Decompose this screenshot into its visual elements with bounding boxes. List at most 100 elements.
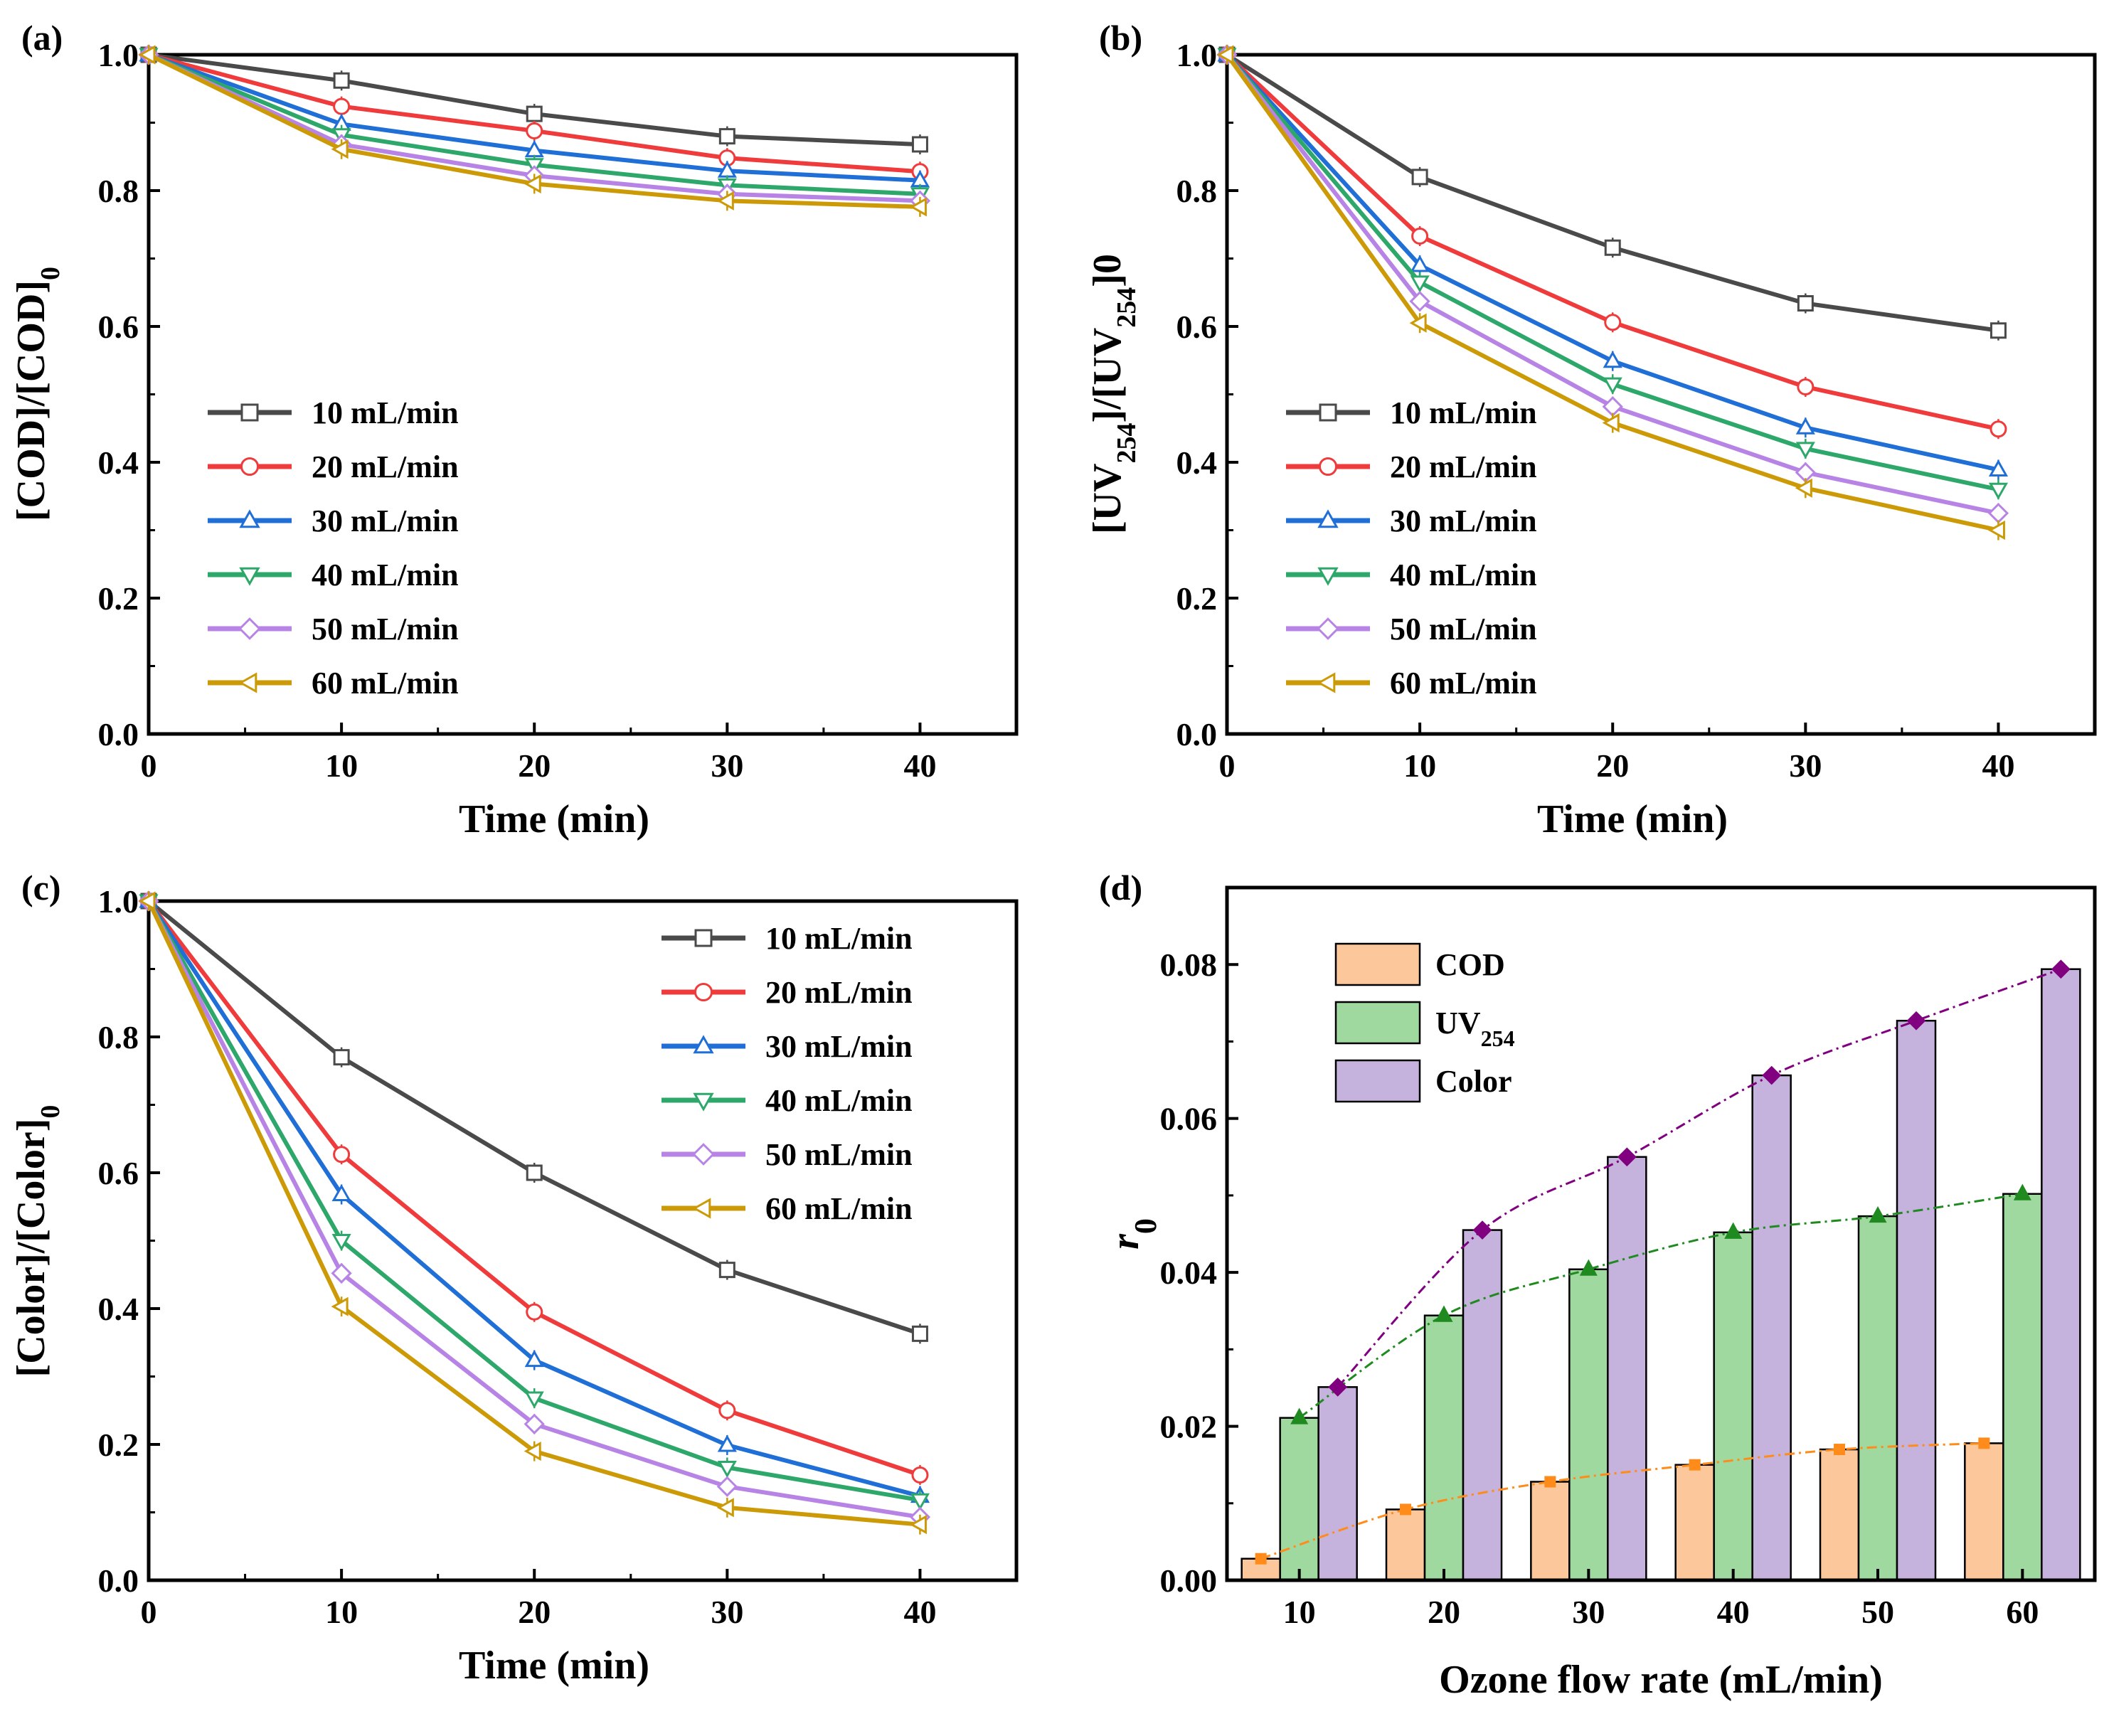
panel-a: 0 10 20 30 40 0.0 0.2 0.4 0.6 0.8 1.0 10 mL/min 20 m…	[9, 18, 1019, 841]
data-point	[1411, 169, 1428, 186]
y-tick-label: 0.4	[98, 444, 139, 481]
bar-cod	[1385, 1508, 1426, 1582]
y-axis-title: r0	[1103, 1218, 1163, 1250]
data-point	[1795, 442, 1815, 459]
x-tick-label: 40	[1982, 747, 2014, 784]
y-title-main: [Color]/[Color]	[9, 1119, 53, 1378]
legend-label-sub: 254	[1481, 1026, 1515, 1051]
bar-uv254	[2002, 1193, 2043, 1582]
bar-uv254	[1279, 1417, 1319, 1582]
data-point	[718, 128, 735, 145]
x-axis-title: Time (min)	[459, 797, 649, 841]
legend-label: 10 mL/min	[312, 395, 459, 430]
legend-swatch	[1334, 1059, 1421, 1103]
x-tick-label: 10	[325, 747, 358, 784]
y-title-sub: 254	[1112, 287, 1142, 328]
legend-marker	[238, 617, 261, 640]
legend-label: 10 mL/min	[765, 921, 913, 956]
data-point	[331, 1296, 349, 1316]
data-point	[1987, 520, 2005, 540]
bar-uv254	[1857, 1215, 1898, 1582]
data-point	[1603, 351, 1622, 368]
trend-point	[1617, 1147, 1637, 1167]
trend-point	[1906, 1011, 1926, 1031]
trend-point	[1255, 1553, 1267, 1565]
legend-marker	[240, 457, 260, 476]
legend-label: 30 mL/min	[765, 1029, 913, 1064]
y-title-main: [COD]/[COD]	[9, 280, 53, 521]
trend-point	[1544, 1476, 1556, 1488]
legend-label: 20 mL/min	[312, 449, 459, 484]
data-point	[138, 45, 156, 65]
y-axis-title: [COD]/[COD]0	[9, 267, 65, 521]
bar-cod	[1530, 1481, 1571, 1582]
data-point	[1409, 313, 1427, 333]
data-point	[1604, 314, 1622, 331]
data-point	[1602, 413, 1620, 433]
data-point	[909, 1515, 927, 1535]
y-title-part: [UV	[1085, 463, 1130, 534]
y-tick-label: 0.0	[1176, 716, 1218, 752]
legend-swatch	[1334, 942, 1421, 986]
y-tick-label: 1.0	[98, 883, 139, 920]
data-point	[1988, 482, 2009, 500]
data-point	[524, 174, 541, 194]
y-title-part: ]/[UV	[1085, 328, 1130, 423]
y-tick-label: 0.04	[1160, 1255, 1218, 1291]
x-tick-label: 20	[518, 747, 551, 784]
data-point	[1988, 459, 2009, 477]
data-point	[716, 1498, 734, 1518]
x-tick-label: 10	[1283, 1594, 1316, 1630]
legend-label: 10 mL/min	[1390, 395, 1537, 430]
x-tick-label: 10	[1403, 747, 1436, 784]
data-point	[1987, 503, 2009, 524]
legend-label: 20 mL/min	[765, 975, 913, 1010]
data-point	[1410, 255, 1430, 272]
x-tick-label: 20	[1596, 747, 1629, 784]
trend-point	[2013, 1183, 2031, 1200]
bar-cod	[1964, 1442, 2004, 1582]
y-tick-label: 0.6	[98, 1155, 139, 1191]
data-point	[333, 97, 351, 115]
legend-marker	[239, 567, 260, 586]
legend-marker	[239, 509, 260, 528]
panel-d: 10 20 30 40 50 60 0.00 0.02 0.04 0.06 0.08 COD UV254…	[1099, 868, 2097, 1702]
y-title-sub: 0	[1128, 1218, 1163, 1234]
y-tick-label: 0.8	[1176, 173, 1218, 209]
data-point	[1604, 239, 1621, 256]
data-point	[331, 1262, 352, 1284]
legend-label: 30 mL/min	[312, 504, 459, 538]
legend-marker	[240, 403, 259, 422]
y-tick-label: 0.2	[1176, 580, 1218, 617]
y-tick-label: 1.0	[1176, 37, 1218, 73]
y-axis-title: [Color]/[Color]0	[9, 1105, 65, 1378]
legend-label: 40 mL/min	[765, 1083, 913, 1118]
legend-label: 40 mL/min	[312, 558, 459, 592]
legend-label: Color	[1435, 1064, 1512, 1099]
y-tick-label: 0.8	[98, 1019, 139, 1055]
bar-uv254	[1713, 1231, 1753, 1582]
trend-point	[1978, 1437, 1990, 1449]
trend-point	[1579, 1259, 1598, 1276]
data-point	[333, 72, 350, 89]
x-tick-label: 20	[1428, 1594, 1460, 1630]
y-tick-label: 0.4	[98, 1291, 139, 1327]
bar-color	[1896, 1019, 1937, 1582]
data-point	[717, 1434, 737, 1452]
trend-line-color	[1337, 968, 2061, 1388]
legend-label: 60 mL/min	[312, 666, 459, 701]
legend-marker	[1318, 457, 1338, 476]
data-point	[331, 139, 349, 159]
data-point	[524, 1350, 544, 1368]
legend-marker	[694, 982, 713, 1002]
trend-point	[2051, 959, 2071, 979]
bar-cod	[1819, 1448, 1860, 1582]
data-point	[1797, 295, 1814, 312]
x-tick-label: 30	[1572, 1594, 1605, 1630]
data-point	[1795, 417, 1815, 435]
x-tick-label: 0	[1219, 747, 1236, 784]
panel-label: (c)	[21, 868, 61, 907]
trend-point	[1762, 1065, 1782, 1085]
x-axis-title: Time (min)	[1537, 797, 1728, 841]
